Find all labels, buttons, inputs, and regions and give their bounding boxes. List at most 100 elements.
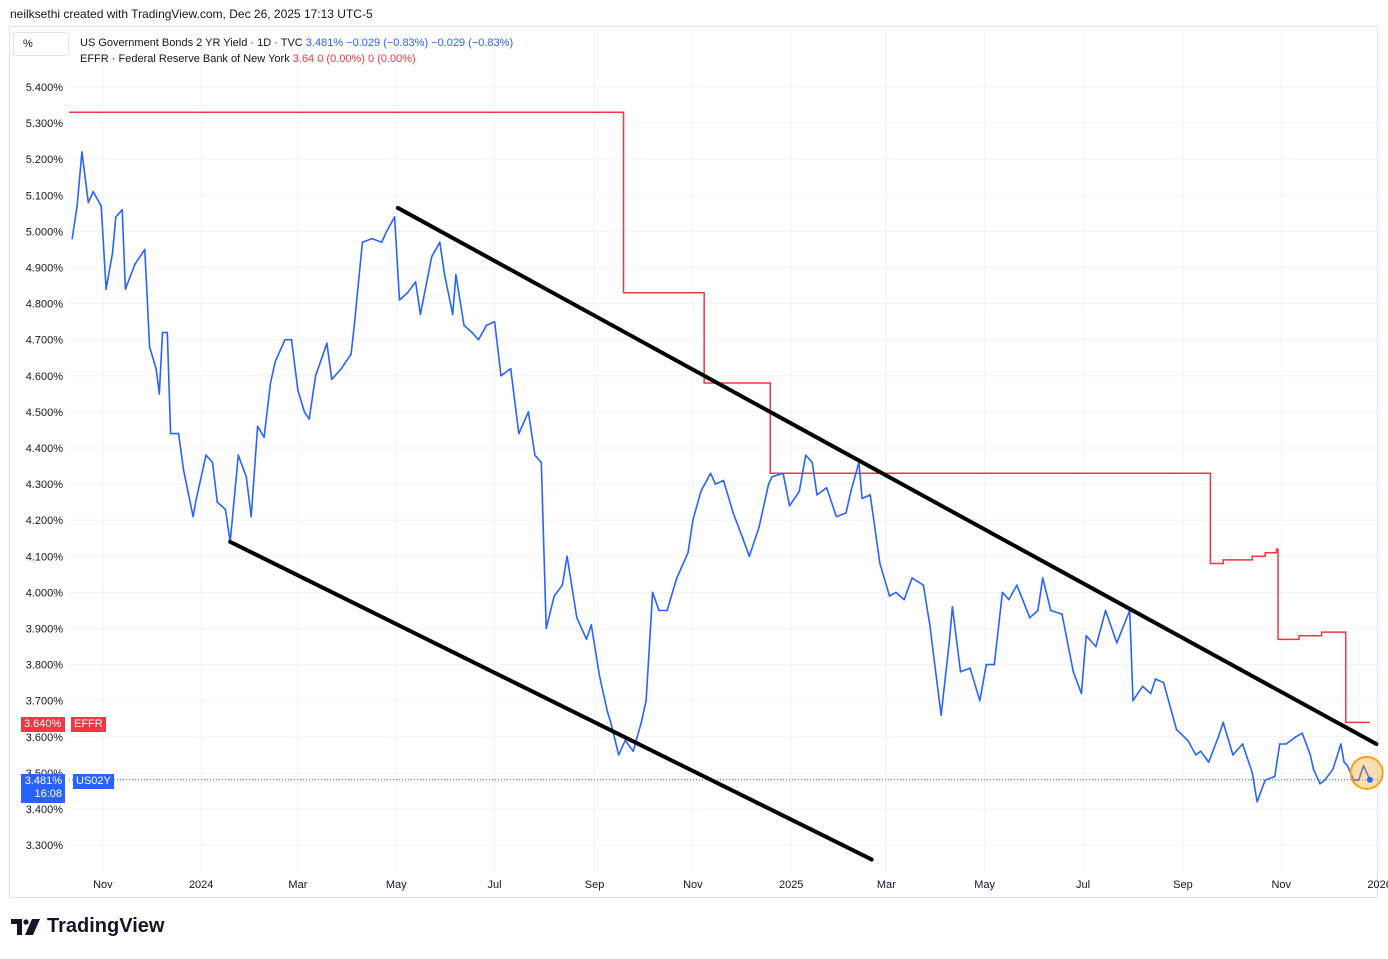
- yield-point: [993, 663, 996, 666]
- yield-point: [134, 263, 136, 265]
- yield-point: [1080, 692, 1083, 695]
- yield-point: [1362, 764, 1365, 767]
- yield-point: [1332, 768, 1334, 771]
- yield-point: [1008, 598, 1010, 601]
- yield-point: [308, 418, 310, 420]
- yield-point: [959, 671, 962, 673]
- yield-point: [527, 411, 530, 413]
- y-tick-label: 3.700%: [26, 696, 64, 708]
- x-axis: Nov 2024 Mar May Jul Sep Nov 2025 Mar May Jul Sep No…: [93, 879, 1388, 891]
- yield-point: [1104, 609, 1107, 612]
- yield-point: [414, 281, 417, 283]
- y-tick-label: 4.200%: [26, 515, 64, 527]
- yield-point: [651, 591, 654, 594]
- annotation-layer: [228, 205, 1384, 862]
- chart-caption: neilksethi created with TradingView.com,…: [10, 7, 373, 21]
- legend-row-yield[interactable]: US Government Bonds 2 YR Yield · 1D · TV…: [80, 35, 513, 51]
- y-tick-label: 4.300%: [26, 479, 64, 491]
- yield-point: [1001, 591, 1004, 594]
- yield-point: [1312, 768, 1315, 771]
- tradingview-logo[interactable]: TradingView: [11, 915, 164, 938]
- yield-point: [929, 624, 931, 626]
- legend-yield-name: US Government Bonds 2 YR Yield · 1D · TV…: [80, 37, 303, 49]
- yield-point: [1061, 613, 1063, 615]
- us02y-countdown: 16:08: [34, 788, 62, 800]
- yield-point: [1285, 743, 1287, 745]
- yield-point: [443, 273, 446, 276]
- yield-point: [121, 208, 123, 211]
- yield-point: [534, 454, 536, 457]
- yield-point: [911, 577, 913, 579]
- series-layer: [69, 111, 1371, 803]
- yield-point: [1186, 739, 1189, 742]
- yield-point: [256, 425, 259, 428]
- x-tick-label: Nov: [683, 879, 703, 891]
- yield-point: [1251, 772, 1254, 774]
- yield-point: [1162, 681, 1165, 684]
- yield-point: [1217, 736, 1220, 738]
- yield-point: [430, 255, 433, 258]
- yield-point: [124, 288, 127, 290]
- legend-effr-values: 3.64 0 (0.00%) 0 (0.00%): [292, 53, 416, 65]
- yield-point: [205, 454, 207, 457]
- yield-point: [71, 237, 74, 240]
- yield-point: [850, 490, 852, 493]
- yield-point: [545, 627, 547, 630]
- last-price-dot: [1366, 776, 1373, 783]
- y-tick-label: 5.300%: [26, 118, 64, 130]
- yield-point: [576, 616, 578, 619]
- chart-frame: [9, 26, 1378, 898]
- y-tick-label: 5.200%: [26, 154, 64, 166]
- yield-point: [500, 375, 502, 377]
- yield-point: [1195, 754, 1197, 756]
- yield-point: [675, 577, 678, 579]
- grid: [69, 30, 1381, 872]
- yield-point: [1141, 685, 1144, 688]
- yield-point: [169, 432, 172, 435]
- yield-point: [771, 476, 773, 478]
- legend-row-effr[interactable]: EFFR · Federal Reserve Bank of New York …: [80, 51, 513, 67]
- us02y-symbol-tag: US02Y: [73, 774, 114, 789]
- y-tick-label: 3.900%: [26, 624, 64, 636]
- yield-point: [869, 494, 871, 496]
- yield-point: [1232, 754, 1234, 756]
- yield-point: [658, 609, 660, 612]
- yield-point: [1049, 609, 1052, 612]
- legend-yield-values: 3.481% −0.029 (−0.83%) −0.029 (−0.83%): [305, 37, 514, 49]
- yield-point: [1278, 743, 1281, 745]
- yield-point: [561, 584, 564, 586]
- yield-point: [692, 519, 694, 521]
- yield-point: [105, 288, 107, 290]
- yield-point: [371, 237, 373, 240]
- yield-point: [1149, 692, 1152, 695]
- yield-point: [709, 472, 712, 475]
- yield-point: [485, 324, 488, 327]
- y-tick-label: 4.000%: [26, 587, 64, 599]
- yield-point: [969, 667, 971, 670]
- yield-point: [1175, 728, 1178, 731]
- yield-point: [1346, 764, 1349, 767]
- yield-point: [732, 512, 734, 514]
- yield-point: [340, 367, 343, 370]
- yield-point: [1309, 754, 1312, 756]
- yield-point: [263, 436, 265, 438]
- legend-effr-name: EFFR · Federal Reserve Bank of New York: [80, 53, 290, 65]
- yield-point: [1085, 634, 1088, 637]
- yield-point: [237, 454, 240, 457]
- yield-point: [1294, 736, 1297, 738]
- yield-point: [1041, 577, 1044, 579]
- yield-point: [463, 324, 465, 327]
- yield-point: [714, 483, 717, 485]
- percent-scale-button[interactable]: %: [13, 32, 69, 56]
- yield-point: [700, 490, 702, 493]
- yield-point: [114, 216, 117, 218]
- yield-point: [758, 526, 760, 529]
- yield-point: [192, 515, 194, 518]
- yield-point: [451, 313, 454, 316]
- y-tick-label: 5.400%: [26, 82, 64, 94]
- yield-point: [419, 313, 422, 316]
- yield-point: [788, 504, 791, 507]
- yield-point: [845, 512, 847, 514]
- yield-point: [224, 508, 227, 511]
